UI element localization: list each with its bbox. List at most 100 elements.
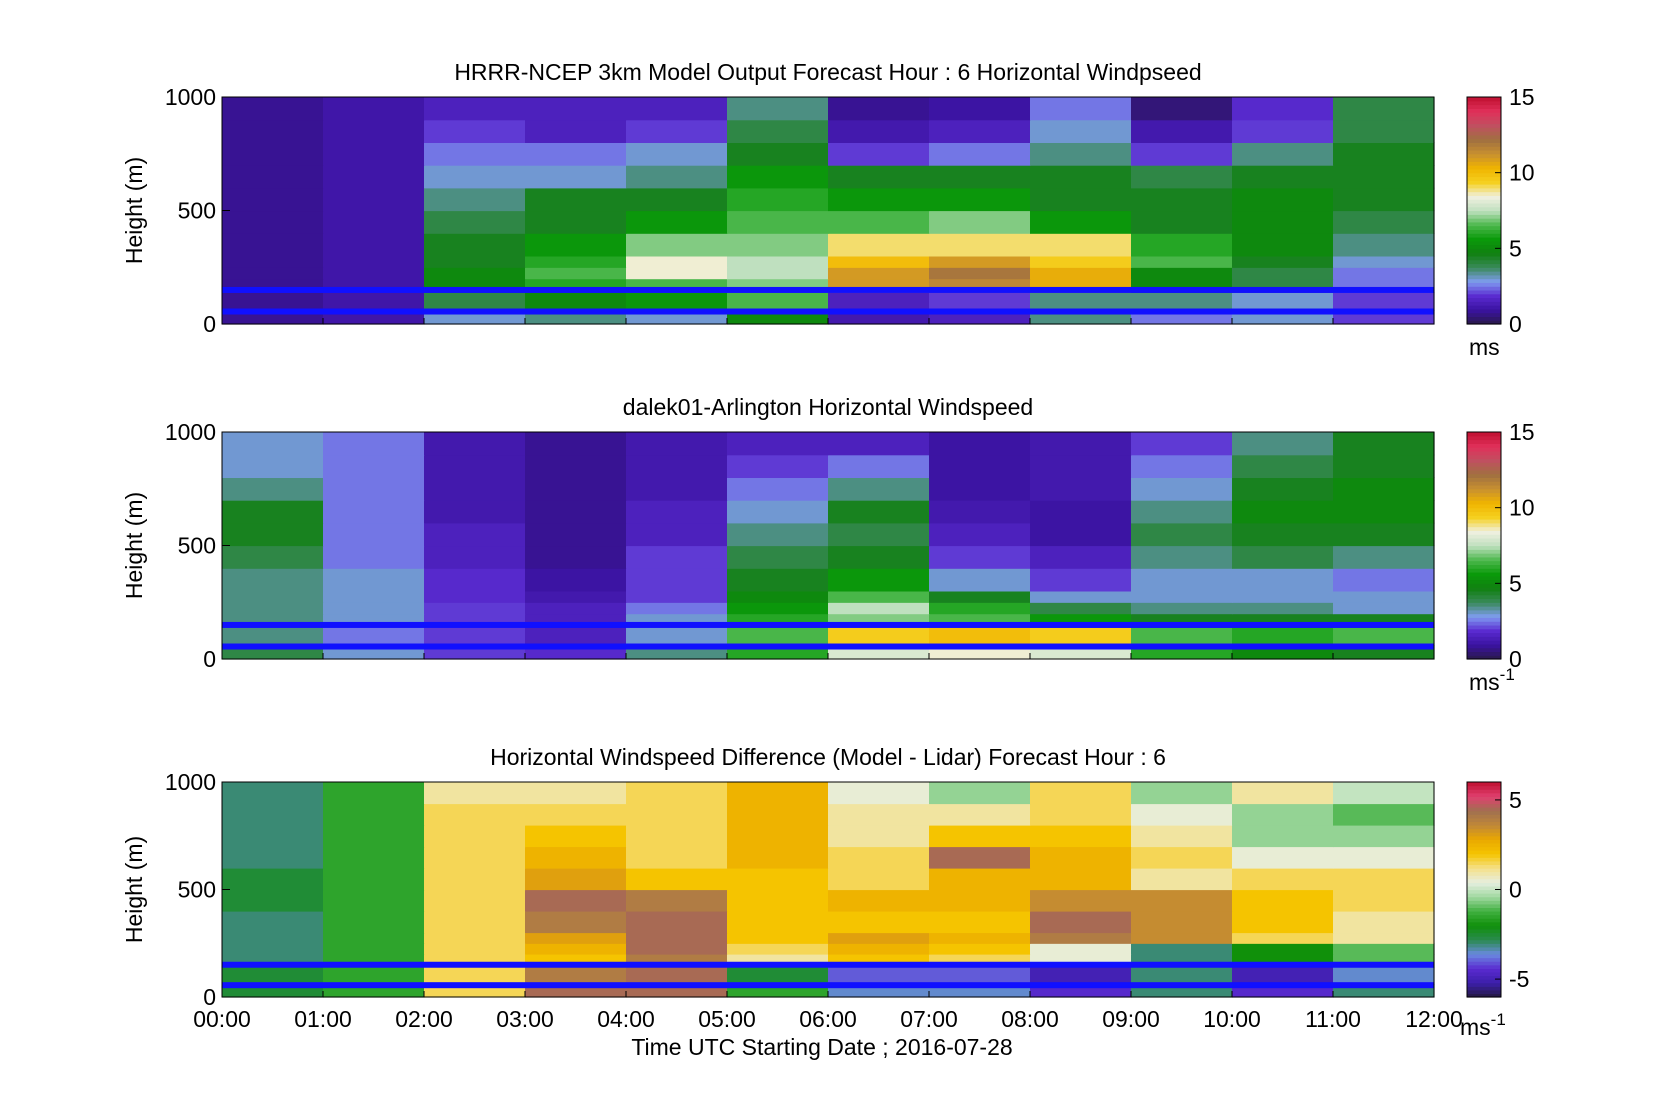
heatmap-cell — [525, 233, 627, 257]
heatmap-cell — [525, 602, 627, 615]
heatmap-cell — [1030, 165, 1132, 189]
colorbar-segment — [1467, 857, 1501, 862]
colorbar-segment — [1467, 484, 1501, 490]
heatmap-cell — [727, 165, 829, 189]
heatmap-cell — [222, 233, 324, 257]
x-tick-label: 08:00 — [1001, 1006, 1059, 1032]
colorbar-segment — [1467, 522, 1501, 528]
x-tick-label: 04:00 — [597, 1006, 655, 1032]
heatmap-cell — [1232, 943, 1334, 955]
heatmap-cell — [323, 911, 425, 934]
colorbar-segment — [1467, 939, 1501, 944]
colorbar-segment — [1467, 119, 1501, 125]
colorbar-segment — [1467, 308, 1501, 314]
heatmap-cell — [929, 477, 1031, 501]
heatmap-cell — [1030, 432, 1132, 456]
heatmap-cell — [727, 568, 829, 592]
heatmap-cell — [1333, 522, 1435, 547]
heatmap-cell — [828, 97, 930, 121]
colorbar-segment — [1467, 97, 1501, 102]
heatmap-cell — [1232, 868, 1334, 891]
heatmap-cell — [828, 165, 930, 189]
colorbar-segment — [1467, 792, 1501, 797]
heatmap-cell — [1030, 210, 1132, 234]
colorbar-segment — [1467, 225, 1501, 231]
chart-title: Horizontal Windspeed Difference (Model -… — [490, 744, 1166, 770]
heatmap-cell — [1030, 803, 1132, 826]
colorbar-segment — [1467, 519, 1501, 524]
heatmap-cell — [222, 825, 324, 848]
colorbar-segment — [1467, 936, 1501, 941]
heatmap-cell — [424, 943, 526, 955]
colorbar-tick-label: -5 — [1509, 966, 1529, 992]
heatmap-cell — [626, 889, 728, 912]
heatmap-cell — [525, 255, 627, 268]
heatmap-cell — [525, 782, 627, 805]
heatmap-cell — [828, 627, 930, 646]
colorbar-segment — [1467, 785, 1501, 790]
heatmap-cell — [828, 477, 930, 501]
heatmap-cell — [1131, 210, 1233, 234]
heatmap-cell — [1131, 432, 1233, 456]
colorbar-segment — [1467, 278, 1501, 283]
colorbar-segment — [1467, 199, 1501, 204]
colorbar-segment — [1467, 971, 1501, 977]
heatmap-cell — [1030, 267, 1132, 280]
chart-title: HRRR-NCEP 3km Model Output Forecast Hour… — [454, 59, 1201, 85]
heatmap-cell — [1131, 932, 1233, 944]
colorbar-segment — [1467, 293, 1501, 299]
colorbar-segment — [1467, 613, 1501, 618]
colorbar-tick-label: 10 — [1509, 160, 1535, 186]
heatmap-cell — [525, 432, 627, 456]
heatmap-cell — [222, 210, 324, 234]
heatmap-cell — [828, 292, 930, 311]
colorbar-segment — [1467, 218, 1501, 223]
colorbar-segment — [1467, 885, 1501, 891]
colorbar-segment — [1467, 606, 1501, 611]
heatmap-cell — [828, 602, 930, 615]
colorbar-segment — [1467, 968, 1501, 973]
heatmap-cell — [626, 165, 728, 189]
heatmap-cell — [323, 522, 425, 547]
heatmap-cell — [1131, 522, 1233, 547]
colorbar-tick-label: 5 — [1509, 787, 1522, 813]
y-tick-label: 500 — [178, 198, 216, 224]
colorbar-segment — [1467, 439, 1501, 444]
colorbar-segment — [1467, 462, 1501, 467]
colorbar-segment — [1467, 316, 1501, 321]
heatmap-cell — [1232, 803, 1334, 826]
heatmap-cell — [828, 868, 930, 891]
heatmap-cell — [323, 210, 425, 234]
y-axis-label: Height (m) — [121, 157, 147, 264]
heatmap-cell — [323, 500, 425, 524]
heatmap-cell — [525, 846, 627, 869]
heatmap-cell — [828, 911, 930, 934]
colorbar-segment — [1467, 621, 1501, 626]
colorbar-segment — [1467, 832, 1501, 837]
colorbar-segment — [1467, 187, 1501, 193]
heatmap-cell — [727, 477, 829, 501]
heatmap-cell — [424, 187, 526, 212]
heatmap-cell — [727, 966, 829, 985]
colorbar-segment — [1467, 450, 1501, 456]
overlay-line — [222, 286, 1434, 293]
heatmap-cell — [323, 119, 425, 143]
colorbar-segment — [1467, 975, 1501, 980]
colorbar-segment — [1467, 447, 1501, 452]
heatmap-cell — [1030, 233, 1132, 257]
panel-model: HRRR-NCEP 3km Model Output Forecast Hour… — [121, 59, 1535, 360]
colorbar-segment — [1467, 549, 1501, 554]
y-axis-label: Height (m) — [121, 492, 147, 599]
heatmap-cell — [222, 119, 324, 143]
heatmap-cell — [1131, 846, 1233, 869]
heatmap-cell — [424, 292, 526, 311]
colorbar-segment — [1467, 839, 1501, 844]
heatmap-cell — [1131, 233, 1233, 257]
colorbar-segment — [1467, 853, 1501, 858]
colorbar-segment — [1467, 594, 1501, 600]
heatmap-cell — [727, 602, 829, 615]
x-tick-label: 03:00 — [496, 1006, 554, 1032]
colorbar-segment — [1467, 454, 1501, 460]
heatmap-cell — [929, 454, 1031, 478]
heatmap-cell — [525, 267, 627, 280]
